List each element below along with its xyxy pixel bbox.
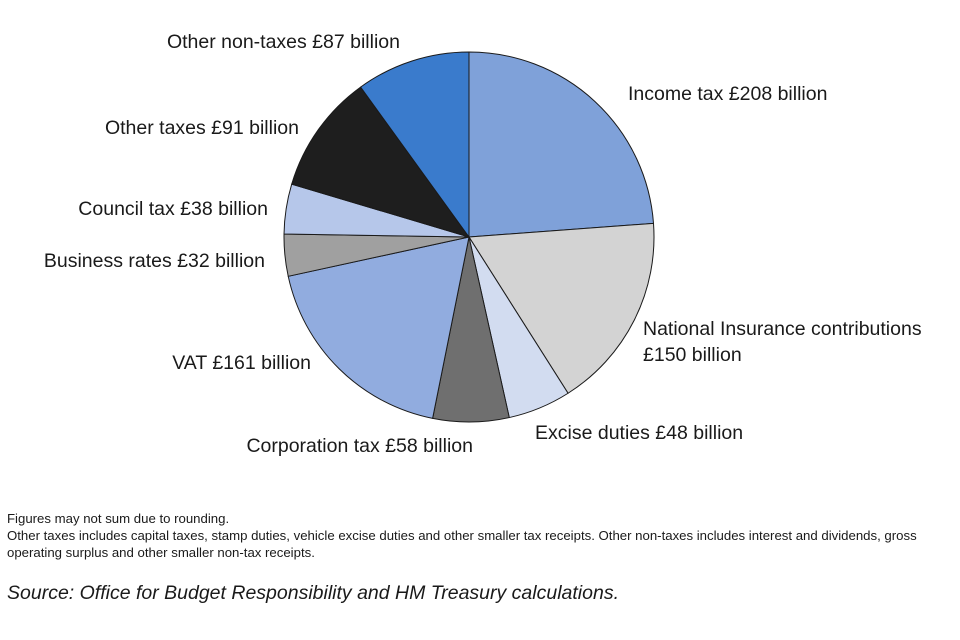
pie-labels: Income tax £208 billion National Insuranc… (44, 31, 922, 457)
rounding-note: Figures may not sum due to rounding. (7, 511, 230, 526)
pie-slice-vat (287, 236, 470, 419)
pie-slice-other-taxes (291, 86, 470, 238)
slice-label-national-insurance-contributions-value: £150 billion (643, 344, 742, 366)
slice-label-council-tax: Council tax £38 billion (78, 198, 268, 220)
chart-notes: Figures may not sum due to rounding. Oth… (7, 510, 952, 561)
source-note: Source: Office for Budget Responsibility… (7, 582, 619, 604)
definitions-note: Other taxes includes capital taxes, stam… (7, 528, 917, 560)
pie-slice-national-insurance-contributions (468, 222, 655, 394)
slice-label-other-taxes: Other taxes £91 billion (105, 117, 299, 139)
slice-label-corporation-tax: Corporation tax £58 billion (246, 435, 473, 457)
pie-slice-income-tax (468, 51, 654, 238)
slice-label-excise-duties: Excise duties £48 billion (535, 422, 743, 444)
slice-label-other-non-taxes: Other non-taxes £87 billion (167, 31, 400, 53)
pie-slice-other-non-taxes (360, 51, 470, 238)
pie-chart: Income tax £208 billion National Insuranc… (44, 31, 922, 457)
slice-label-income-tax: Income tax £208 billion (628, 83, 827, 105)
slice-label-national-insurance-contributions: National Insurance contributions (643, 318, 922, 340)
slice-label-vat: VAT £161 billion (172, 352, 311, 374)
pie-slices (283, 51, 655, 423)
slice-label-business-rates: Business rates £32 billion (44, 250, 265, 272)
